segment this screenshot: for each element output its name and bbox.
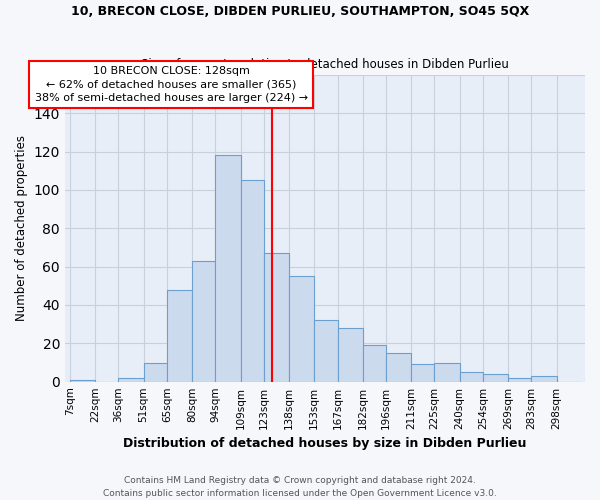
Text: 10, BRECON CLOSE, DIBDEN PURLIEU, SOUTHAMPTON, SO45 5QX: 10, BRECON CLOSE, DIBDEN PURLIEU, SOUTHA… [71, 5, 529, 18]
Bar [434, 362, 460, 382]
Title: Size of property relative to detached houses in Dibden Purlieu: Size of property relative to detached ho… [141, 58, 509, 71]
Bar [289, 276, 314, 382]
Text: Contains HM Land Registry data © Crown copyright and database right 2024.
Contai: Contains HM Land Registry data © Crown c… [103, 476, 497, 498]
Bar [314, 320, 338, 382]
Bar [508, 378, 532, 382]
Bar [241, 180, 264, 382]
Bar [362, 346, 386, 382]
Bar [143, 362, 167, 382]
Bar [338, 328, 362, 382]
Bar [386, 353, 411, 382]
Bar [70, 380, 95, 382]
Bar [411, 364, 434, 382]
Bar [483, 374, 508, 382]
X-axis label: Distribution of detached houses by size in Dibden Purlieu: Distribution of detached houses by size … [123, 437, 527, 450]
Bar [192, 261, 215, 382]
Bar [532, 376, 557, 382]
Bar [460, 372, 483, 382]
Bar [167, 290, 192, 382]
Bar [118, 378, 143, 382]
Y-axis label: Number of detached properties: Number of detached properties [15, 136, 28, 322]
Bar [215, 156, 241, 382]
Bar [264, 253, 289, 382]
Text: 10 BRECON CLOSE: 128sqm
← 62% of detached houses are smaller (365)
38% of semi-d: 10 BRECON CLOSE: 128sqm ← 62% of detache… [35, 66, 308, 102]
